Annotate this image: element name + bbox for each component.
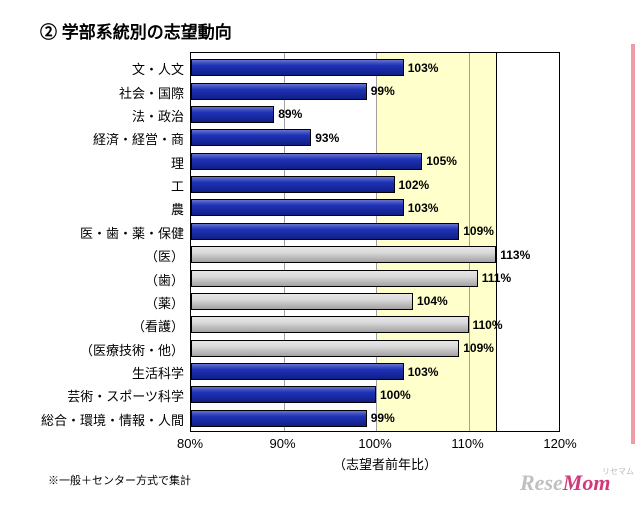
bar-row: 109% bbox=[191, 223, 559, 240]
bar bbox=[191, 199, 404, 216]
bar-row: 102% bbox=[191, 176, 559, 193]
category-label: 生活科学 bbox=[132, 363, 184, 382]
category-label: 農 bbox=[171, 199, 184, 218]
data-label: 102% bbox=[399, 178, 430, 192]
x-axis-title: （志望者前年比） bbox=[315, 454, 455, 473]
category-label: （歯） bbox=[145, 270, 184, 289]
category-label: 社会・国際 bbox=[119, 83, 184, 102]
bar bbox=[191, 270, 478, 287]
bar-row: 109% bbox=[191, 340, 559, 357]
category-label: 文・人文 bbox=[132, 59, 184, 78]
data-label: 100% bbox=[380, 388, 411, 402]
bar bbox=[191, 129, 311, 146]
category-label: 理 bbox=[171, 153, 184, 172]
bar-row: 99% bbox=[191, 410, 559, 427]
bar bbox=[191, 293, 413, 310]
bar-row: 110% bbox=[191, 316, 559, 333]
bar-row: 89% bbox=[191, 106, 559, 123]
bar bbox=[191, 59, 404, 76]
category-label: 医・歯・薬・保健 bbox=[80, 223, 184, 242]
category-label: （医療技術・他） bbox=[80, 340, 184, 359]
bar bbox=[191, 83, 367, 100]
data-label: 111% bbox=[482, 271, 511, 285]
x-tick-label: 120% bbox=[540, 436, 580, 451]
bar-row: 103% bbox=[191, 199, 559, 216]
bar-row: 93% bbox=[191, 129, 559, 146]
data-label: 103% bbox=[408, 201, 439, 215]
x-tick-label: 90% bbox=[263, 436, 303, 451]
category-label: 法・政治 bbox=[132, 106, 184, 125]
brand-logo: ReseMom bbox=[520, 470, 610, 496]
category-label: （薬） bbox=[145, 293, 184, 312]
category-label: 工 bbox=[171, 176, 184, 195]
bar-row: 113% bbox=[191, 246, 559, 263]
x-tick-label: 110% bbox=[448, 436, 488, 451]
data-label: 104% bbox=[417, 294, 448, 308]
bar-row: 100% bbox=[191, 386, 559, 403]
bar bbox=[191, 363, 404, 380]
data-label: 89% bbox=[278, 107, 302, 121]
bar-row: 99% bbox=[191, 83, 559, 100]
data-label: 110% bbox=[473, 318, 503, 332]
bar-row: 103% bbox=[191, 59, 559, 76]
bar bbox=[191, 340, 459, 357]
category-label: 総合・環境・情報・人間 bbox=[41, 410, 184, 429]
data-label: 105% bbox=[426, 154, 457, 168]
data-label: 109% bbox=[463, 224, 494, 238]
plot-area: 103% 99% 89% 93% 105% 102% 103% 109% 113% 111% 104… bbox=[190, 52, 560, 432]
bar bbox=[191, 223, 459, 240]
data-label: 99% bbox=[371, 411, 395, 425]
bar bbox=[191, 386, 376, 403]
brand-text-a: Rese bbox=[520, 470, 563, 495]
category-label: （医） bbox=[145, 246, 184, 265]
category-label: 経済・経営・商 bbox=[93, 129, 184, 148]
x-tick-label: 100% bbox=[355, 436, 395, 451]
data-label: 113% bbox=[500, 248, 530, 262]
bar bbox=[191, 316, 469, 333]
data-label: 103% bbox=[408, 61, 439, 75]
category-label: （看護） bbox=[132, 316, 184, 335]
bar bbox=[191, 106, 274, 123]
bar-row: 103% bbox=[191, 363, 559, 380]
chart: 103% 99% 89% 93% 105% 102% 103% 109% 113% 111% 104… bbox=[0, 0, 635, 506]
bar bbox=[191, 410, 367, 427]
footnote: ※一般＋センター方式で集計 bbox=[48, 472, 191, 488]
category-label: 芸術・スポーツ科学 bbox=[67, 386, 184, 405]
bar bbox=[191, 153, 422, 170]
data-label: 103% bbox=[408, 365, 439, 379]
bar bbox=[191, 246, 496, 263]
bar-row: 111% bbox=[191, 270, 559, 287]
data-label: 93% bbox=[315, 131, 339, 145]
data-label: 99% bbox=[371, 84, 395, 98]
bar-row: 104% bbox=[191, 293, 559, 310]
bar-row: 105% bbox=[191, 153, 559, 170]
data-label: 109% bbox=[463, 341, 494, 355]
brand-sub: リセマム bbox=[602, 466, 634, 477]
bar bbox=[191, 176, 395, 193]
x-tick-label: 80% bbox=[170, 436, 210, 451]
